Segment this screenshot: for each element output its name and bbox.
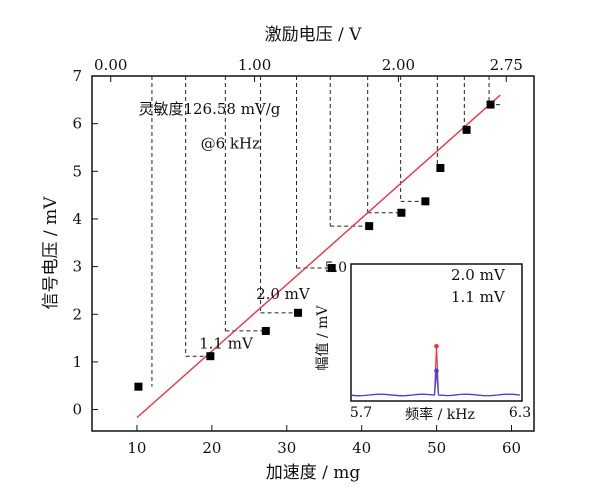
x-tick-label: 20 (202, 439, 221, 457)
top-tick-label: 1.00 (238, 56, 271, 74)
y-ticks: 0 1 2 3 4 5 6 7 (72, 67, 98, 419)
annotation-label: @6 kHz (201, 134, 260, 152)
y-tick-label: 1 (72, 353, 82, 371)
y-tick-label: 0 (72, 401, 82, 419)
plot-frame (91, 75, 535, 432)
inset-y-axis-label: 幅值 / mV (315, 305, 331, 371)
inset-spectrum (351, 343, 521, 397)
x-ticks: 10 20 30 40 50 60 (127, 425, 521, 457)
inset-x-axis-label: 频率 / kHz (405, 406, 475, 423)
main-plot: 10 20 30 40 50 60 0 1 2 3 4 5 6 7 0.00 1.00 2.00 2.75 灵… (41, 25, 535, 483)
data-point (206, 352, 215, 361)
data-point (421, 197, 430, 206)
x-tick-label: 10 (127, 439, 146, 457)
inset-y-tick-label: 5.0 (325, 260, 347, 276)
data-point (365, 222, 374, 231)
data-point (397, 208, 406, 217)
annotation-label: 1.1 mV (199, 335, 254, 353)
data-point (486, 100, 495, 109)
data-point (436, 163, 445, 172)
inset-frame (350, 263, 523, 402)
top-tick-label: 0.00 (94, 56, 127, 74)
x-axis-label: 加速度 / mg (266, 463, 361, 483)
inset-x-tick-label-start: 5.7 (350, 405, 372, 421)
y-tick-label: 7 (72, 67, 82, 85)
inset-plot: 5.0 5.7 6.3 频率 / kHz 幅值 / mV 2.0 mV 1.1 … (315, 260, 531, 423)
top-ticks: 0.00 1.00 2.00 2.75 (94, 56, 523, 82)
data-point (261, 326, 270, 335)
y-tick-label: 5 (72, 162, 82, 180)
data-point (294, 308, 303, 317)
x-tick-label: 40 (352, 439, 371, 457)
inset-legend-blue: 1.1 mV (451, 288, 506, 306)
annotation-label: 2.0 mV (256, 285, 311, 303)
x-tick-label: 60 (502, 439, 521, 457)
top-tick-label: 2.75 (490, 56, 523, 74)
x-tick-label: 30 (277, 439, 296, 457)
step-guides (151, 76, 503, 387)
data-points (134, 100, 495, 391)
y-tick-label: 3 (72, 258, 82, 276)
spectrum-peak-marker (434, 343, 439, 349)
annotation-label: 灵敏度126.58 mV/g (138, 100, 280, 118)
data-point (134, 382, 143, 391)
y-tick-label: 2 (72, 305, 82, 323)
inset-x-tick-label-end: 6.3 (509, 405, 531, 421)
y-tick-label: 6 (72, 115, 82, 133)
data-point (462, 125, 471, 134)
top-axis-label: 激励电压 / V (265, 25, 363, 45)
y-tick-label: 4 (72, 210, 82, 228)
y-axis-label: 信号电压 / mV (41, 196, 61, 310)
fit-line (136, 94, 501, 419)
data-point (327, 264, 336, 273)
inset-background (351, 264, 522, 401)
inset-legend-red: 2.0 mV (451, 266, 506, 284)
x-tick-label: 50 (427, 439, 446, 457)
fit-line-group (136, 94, 501, 419)
annotations: 灵敏度126.58 mV/g @6 kHz 1.1 mV 2.0 mV (138, 100, 310, 352)
spectrum-peak-marker (434, 368, 439, 374)
top-tick-label: 2.00 (382, 56, 415, 74)
